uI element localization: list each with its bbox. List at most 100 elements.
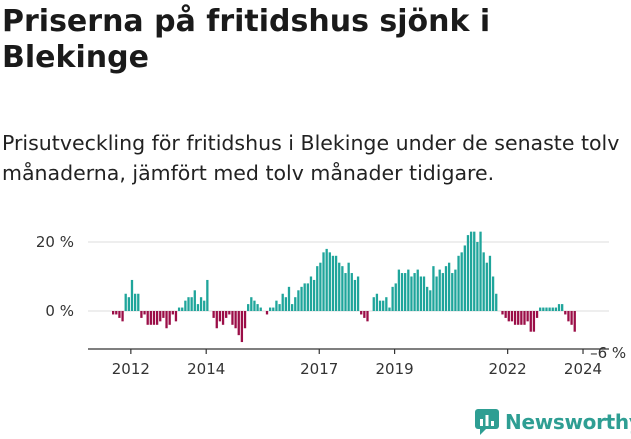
bar xyxy=(269,307,272,311)
bar xyxy=(539,307,542,311)
bar xyxy=(331,255,335,311)
bar xyxy=(174,311,178,322)
bar xyxy=(272,307,275,311)
bar xyxy=(564,311,567,315)
bar xyxy=(341,266,344,311)
bar xyxy=(441,273,444,311)
bar xyxy=(426,286,429,311)
bar xyxy=(416,269,419,311)
bar xyxy=(203,300,206,311)
bar xyxy=(228,311,231,315)
bar xyxy=(130,279,134,311)
bar xyxy=(520,311,523,325)
bar xyxy=(419,276,423,311)
bar xyxy=(532,311,536,332)
bar xyxy=(112,311,115,315)
bar xyxy=(573,311,576,332)
bar xyxy=(118,311,121,318)
bar xyxy=(187,297,190,311)
bar xyxy=(400,273,404,311)
bar xyxy=(162,311,165,318)
bar xyxy=(457,255,460,311)
bar xyxy=(353,279,357,311)
bar xyxy=(218,311,222,322)
bar xyxy=(247,304,250,311)
bar xyxy=(115,311,118,315)
bar xyxy=(193,290,196,311)
bar xyxy=(168,311,171,325)
bar xyxy=(422,276,426,311)
bar xyxy=(551,307,554,311)
bar xyxy=(124,293,127,311)
y-tick-label: 20 % xyxy=(36,233,74,251)
bar xyxy=(287,286,291,311)
bar xyxy=(121,311,124,322)
bar xyxy=(140,311,143,318)
bar xyxy=(127,297,130,311)
bar xyxy=(501,311,504,315)
bar xyxy=(366,311,369,322)
bar xyxy=(243,311,247,329)
bar xyxy=(347,262,350,311)
bar xyxy=(554,307,558,311)
bar xyxy=(256,304,259,311)
bar xyxy=(482,252,485,311)
bar xyxy=(294,297,297,311)
bars xyxy=(112,231,576,343)
bar xyxy=(290,304,294,311)
bar xyxy=(469,231,473,311)
bar xyxy=(410,276,413,311)
bar xyxy=(146,311,149,325)
bar xyxy=(325,248,328,311)
bar xyxy=(281,293,284,311)
x-tick-label: 2017 xyxy=(300,360,338,378)
bar xyxy=(363,311,366,318)
bar xyxy=(491,276,495,311)
bar xyxy=(517,311,520,325)
bar xyxy=(529,311,532,332)
bar xyxy=(473,231,476,311)
bar xyxy=(407,269,410,311)
newsworthy-logo-icon xyxy=(475,409,499,435)
bar xyxy=(206,279,209,311)
bar xyxy=(476,242,479,311)
bar xyxy=(567,311,570,322)
bar xyxy=(510,311,514,322)
bar xyxy=(356,276,360,311)
bar xyxy=(322,252,325,311)
bar xyxy=(284,297,287,311)
bar xyxy=(447,262,451,311)
bar xyxy=(319,262,322,311)
bar xyxy=(394,283,397,311)
bar xyxy=(177,307,181,311)
bar xyxy=(338,262,341,311)
bar xyxy=(312,279,316,311)
bar xyxy=(259,307,262,311)
axes xyxy=(88,348,609,354)
x-tick-label: 2022 xyxy=(489,360,527,378)
bar xyxy=(545,307,548,311)
x-tick-label: 2024 xyxy=(564,360,602,378)
bar xyxy=(350,273,353,311)
bar xyxy=(526,311,529,322)
bar xyxy=(463,245,466,311)
bar xyxy=(225,311,228,318)
bar xyxy=(165,311,168,329)
bar xyxy=(429,290,432,311)
x-tick-label: 2019 xyxy=(376,360,414,378)
bar xyxy=(570,311,573,325)
x-tick-label: 2014 xyxy=(187,360,225,378)
bar xyxy=(535,311,539,318)
bar xyxy=(237,311,240,336)
bar-chart: 20 % 0 % 2012 2014 2017 2019 2022 2024–6 % xyxy=(36,231,626,378)
bar xyxy=(378,300,382,311)
value-annotation: –6 % xyxy=(590,344,626,362)
bar xyxy=(495,293,498,311)
bar xyxy=(152,311,156,325)
newsworthy-logo: Newsworthy xyxy=(475,407,631,437)
bar xyxy=(221,311,225,325)
bar xyxy=(137,293,140,311)
axis-labels: 20 % 0 % 2012 2014 2017 2019 2022 2024–6 % xyxy=(36,233,626,378)
bar xyxy=(265,311,269,315)
bar xyxy=(488,255,492,311)
